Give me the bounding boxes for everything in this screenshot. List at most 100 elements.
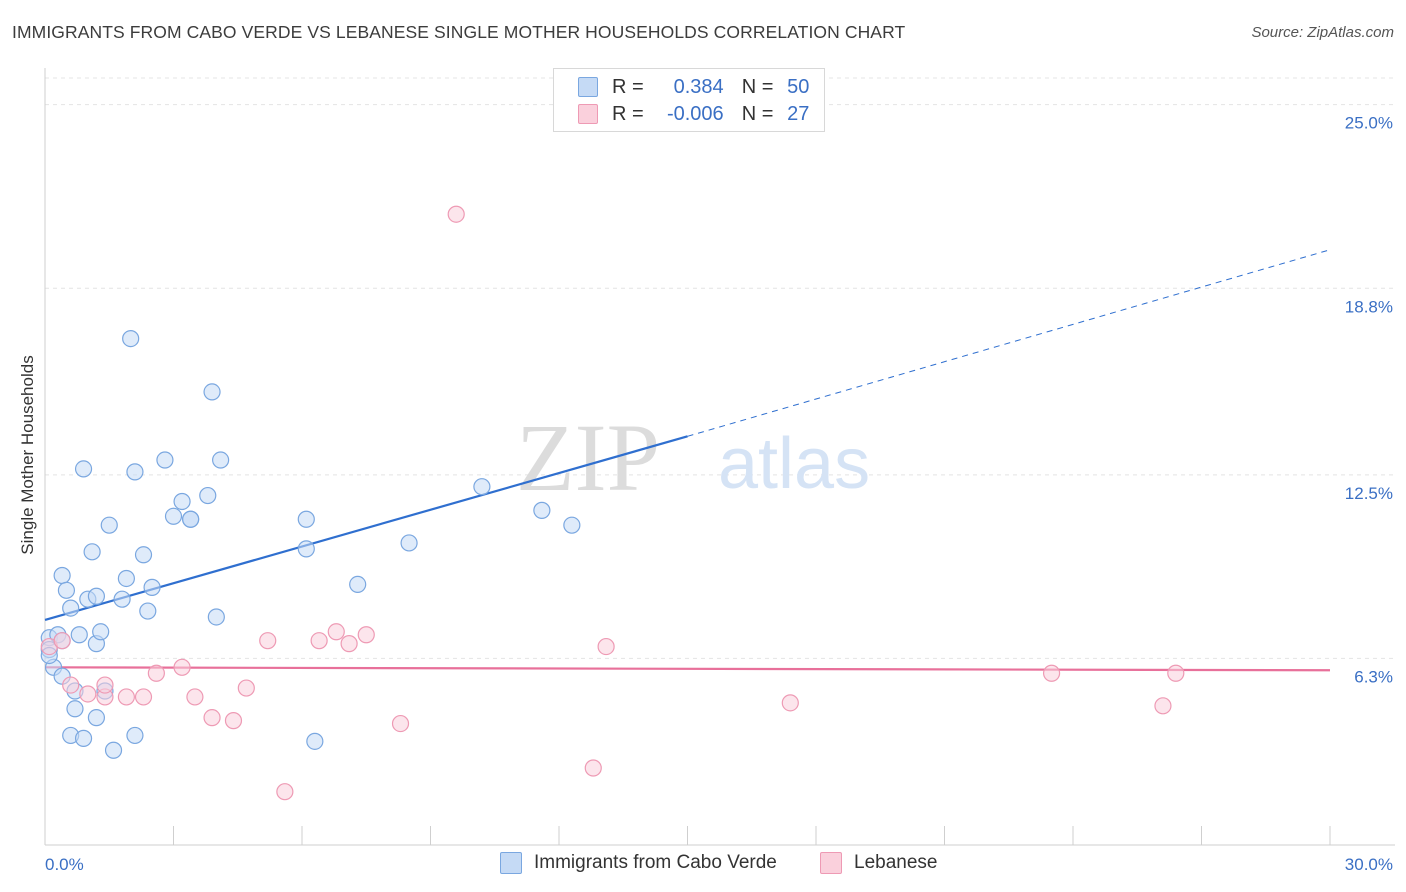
point-cabo-verde <box>306 732 324 750</box>
legend-n-label: N = <box>741 102 774 125</box>
point-cabo-verde <box>126 726 144 745</box>
point-lebanese <box>134 688 153 706</box>
point-lebanese <box>340 635 358 653</box>
x-tick-label: 30.0% <box>1345 855 1393 874</box>
point-cabo-verde <box>57 581 76 599</box>
point-cabo-verde <box>533 501 551 519</box>
correlation-legend: R = 0.384 N = 50 R = -0.006 N = 27 <box>553 68 825 132</box>
legend-n-label: N = <box>741 75 774 98</box>
legend-row-cabo-verde: R = 0.384 N = 50 <box>578 75 809 99</box>
point-cabo-verde <box>70 626 88 644</box>
point-cabo-verde <box>203 383 221 401</box>
chart-title: IMMIGRANTS FROM CABO VERDE VS LEBANESE S… <box>12 22 906 42</box>
point-cabo-verde <box>113 590 131 608</box>
point-lebanese <box>597 637 615 656</box>
point-lebanese <box>1154 697 1172 715</box>
watermark-atlas: atlas <box>718 424 870 504</box>
point-cabo-verde <box>74 460 93 478</box>
point-cabo-verde <box>66 700 84 718</box>
point-cabo-verde <box>104 741 123 759</box>
point-lebanese <box>391 714 410 733</box>
point-lebanese <box>1167 664 1185 682</box>
point-cabo-verde <box>473 478 491 496</box>
point-cabo-verde <box>207 608 225 626</box>
point-lebanese <box>62 676 80 694</box>
point-cabo-verde <box>156 451 174 469</box>
series-swatch-pink <box>820 852 842 874</box>
point-lebanese <box>259 632 277 650</box>
y-tick-label: 18.8% <box>1345 297 1393 316</box>
trend-line-lebanese <box>44 666 1331 672</box>
series-legend-item-cabo-verde: Immigrants from Cabo Verde <box>500 852 777 874</box>
point-lebanese <box>276 783 294 801</box>
point-cabo-verde <box>122 330 140 348</box>
point-lebanese <box>447 205 465 223</box>
point-lebanese <box>237 679 255 697</box>
series-legend: Immigrants from Cabo Verde Lebanese <box>0 852 1406 878</box>
point-cabo-verde <box>563 516 581 534</box>
point-cabo-verde <box>83 543 101 561</box>
point-lebanese <box>1042 664 1061 682</box>
point-cabo-verde <box>143 578 161 596</box>
point-lebanese <box>327 623 345 641</box>
point-lebanese <box>173 658 191 676</box>
legend-r-label: R = <box>612 102 644 125</box>
trend-line-cabo-verde <box>44 435 688 621</box>
point-cabo-verde <box>173 492 191 511</box>
point-cabo-verde <box>62 599 80 617</box>
y-tick-label: 25.0% <box>1345 114 1393 133</box>
point-cabo-verde <box>126 463 144 481</box>
point-lebanese <box>357 626 375 644</box>
watermark-zip: ZIP <box>516 404 660 511</box>
y-tick-label: 12.5% <box>1345 484 1393 503</box>
point-cabo-verde <box>297 540 315 558</box>
legend-swatch-blue <box>578 77 598 97</box>
point-cabo-verde <box>349 575 367 593</box>
point-lebanese <box>224 712 243 730</box>
legend-row-lebanese: R = -0.006 N = 27 <box>578 102 809 126</box>
point-lebanese <box>203 709 221 727</box>
trend-line-extension <box>687 249 1331 437</box>
series-legend-label: Immigrants from Cabo Verde <box>534 852 777 873</box>
point-lebanese <box>584 759 602 777</box>
point-cabo-verde <box>212 451 230 469</box>
point-cabo-verde <box>92 623 110 641</box>
point-cabo-verde <box>199 486 217 505</box>
point-cabo-verde <box>74 729 93 747</box>
legend-r-value: -0.006 <box>666 102 724 125</box>
point-lebanese <box>781 694 799 712</box>
axes <box>44 68 1395 846</box>
legend-r-label: R = <box>612 75 644 98</box>
legend-n-value: 50 <box>787 75 810 98</box>
point-lebanese <box>53 632 71 650</box>
point-cabo-verde <box>87 587 106 605</box>
point-cabo-verde <box>53 566 71 585</box>
point-cabo-verde <box>100 516 118 534</box>
tick-labels: 6.3% 12.5% 18.8% 25.0% 0.0% 30.0% <box>45 114 1393 874</box>
point-lebanese <box>186 688 204 706</box>
point-cabo-verde <box>87 709 106 727</box>
point-cabo-verde <box>182 510 200 528</box>
point-lebanese <box>310 632 328 650</box>
legend-r-value: 0.384 <box>673 75 724 98</box>
legend-n-value: 27 <box>787 102 810 125</box>
series-swatch-blue <box>500 852 522 874</box>
point-lebanese <box>117 688 135 706</box>
trend-lines <box>44 249 1331 672</box>
y-tick-label: 6.3% <box>1354 667 1393 686</box>
gridlines <box>45 77 1395 659</box>
point-cabo-verde <box>297 510 315 528</box>
point-cabo-verde <box>139 602 157 620</box>
point-lebanese <box>147 664 165 682</box>
data-points <box>40 205 1185 801</box>
point-cabo-verde <box>164 507 183 525</box>
point-lebanese <box>96 676 114 694</box>
point-cabo-verde <box>400 534 418 552</box>
point-cabo-verde <box>117 569 135 588</box>
source-label: Source: ZipAtlas.com <box>1251 24 1394 41</box>
point-lebanese <box>79 685 97 703</box>
series-legend-item-lebanese: Lebanese <box>820 852 937 874</box>
legend-swatch-pink <box>578 104 598 124</box>
point-cabo-verde <box>134 546 153 564</box>
